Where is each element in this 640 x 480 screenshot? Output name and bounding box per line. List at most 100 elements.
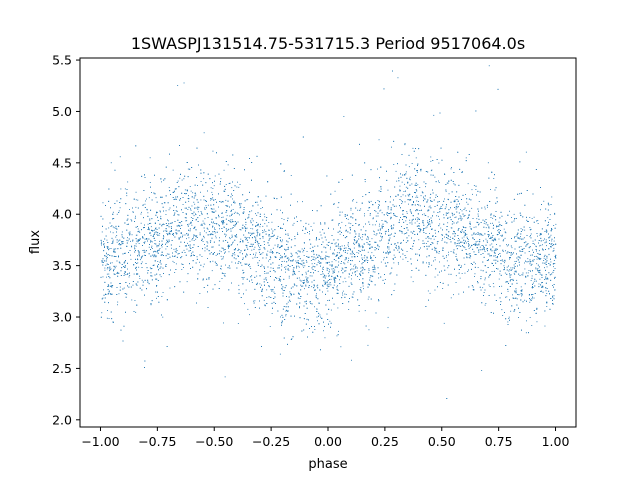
data-point <box>429 205 431 207</box>
data-point <box>235 223 237 225</box>
data-point <box>201 224 203 226</box>
data-point <box>524 299 526 301</box>
data-point <box>119 202 121 203</box>
data-point <box>416 217 418 219</box>
data-point <box>120 275 122 276</box>
data-point <box>203 235 205 237</box>
data-point <box>554 277 555 279</box>
data-point <box>364 310 366 312</box>
data-point <box>276 209 278 211</box>
data-point <box>297 256 299 258</box>
data-point <box>368 268 370 270</box>
data-point <box>366 238 367 240</box>
data-point <box>529 227 531 228</box>
data-point <box>485 227 487 229</box>
data-point <box>132 239 134 241</box>
data-point <box>102 264 104 266</box>
data-point <box>115 265 117 267</box>
data-point <box>254 246 256 248</box>
data-point <box>282 308 284 310</box>
data-point <box>265 219 267 221</box>
data-point <box>224 185 226 187</box>
data-point <box>460 232 462 233</box>
data-point <box>173 262 175 263</box>
data-point <box>327 262 328 264</box>
data-point <box>387 262 389 264</box>
data-point <box>254 288 256 290</box>
data-point <box>375 312 377 314</box>
data-point <box>545 239 547 241</box>
data-point <box>287 257 289 259</box>
data-point <box>529 301 531 303</box>
data-point <box>382 223 384 225</box>
data-point <box>322 267 323 269</box>
data-point <box>545 290 547 292</box>
data-point <box>496 268 497 269</box>
data-point <box>467 239 469 241</box>
data-point <box>520 236 521 238</box>
data-point <box>395 205 397 207</box>
data-point <box>219 280 221 282</box>
data-point <box>189 240 191 242</box>
data-point <box>270 267 272 269</box>
data-point <box>529 217 531 218</box>
data-point <box>465 253 467 254</box>
data-point <box>255 271 257 273</box>
data-point <box>505 318 507 320</box>
data-point <box>182 197 184 198</box>
data-point <box>333 271 335 273</box>
data-point <box>204 247 206 249</box>
data-point <box>541 274 543 276</box>
data-point <box>135 311 137 313</box>
data-point <box>220 268 221 269</box>
data-point <box>193 240 195 241</box>
data-point <box>121 234 123 236</box>
data-point <box>201 256 203 257</box>
data-point <box>254 256 256 258</box>
data-point <box>191 224 193 226</box>
data-point <box>154 240 156 241</box>
data-point <box>240 238 242 240</box>
data-point <box>257 229 259 231</box>
data-point <box>279 237 281 238</box>
data-point <box>548 290 550 292</box>
data-point <box>264 223 266 225</box>
data-point <box>327 273 329 274</box>
data-point <box>526 190 528 191</box>
data-point <box>183 267 184 268</box>
data-point <box>418 223 420 224</box>
data-point <box>432 235 434 236</box>
data-point <box>252 228 254 230</box>
data-point <box>297 201 298 203</box>
data-point <box>538 283 540 285</box>
data-point <box>332 272 334 274</box>
data-point <box>211 191 213 193</box>
data-point <box>311 250 312 252</box>
data-point <box>468 257 470 259</box>
data-point <box>263 278 265 280</box>
data-point <box>360 273 361 275</box>
data-point <box>126 293 128 295</box>
data-point <box>286 240 288 242</box>
data-point <box>333 239 335 241</box>
data-point <box>511 217 512 218</box>
data-point <box>213 221 214 223</box>
data-point <box>214 261 216 263</box>
data-point <box>484 206 486 208</box>
data-point <box>435 247 437 249</box>
data-point <box>404 144 406 146</box>
data-point <box>108 318 110 319</box>
data-point <box>234 224 236 226</box>
data-point <box>538 250 540 252</box>
data-point <box>112 285 114 286</box>
data-point <box>441 208 443 209</box>
data-point <box>144 234 145 236</box>
data-point <box>231 187 233 189</box>
data-point <box>512 294 513 296</box>
data-point <box>467 238 468 239</box>
data-point <box>212 182 213 184</box>
data-point <box>175 263 177 265</box>
data-point <box>429 292 431 294</box>
data-point <box>475 189 477 190</box>
data-point <box>299 279 301 281</box>
